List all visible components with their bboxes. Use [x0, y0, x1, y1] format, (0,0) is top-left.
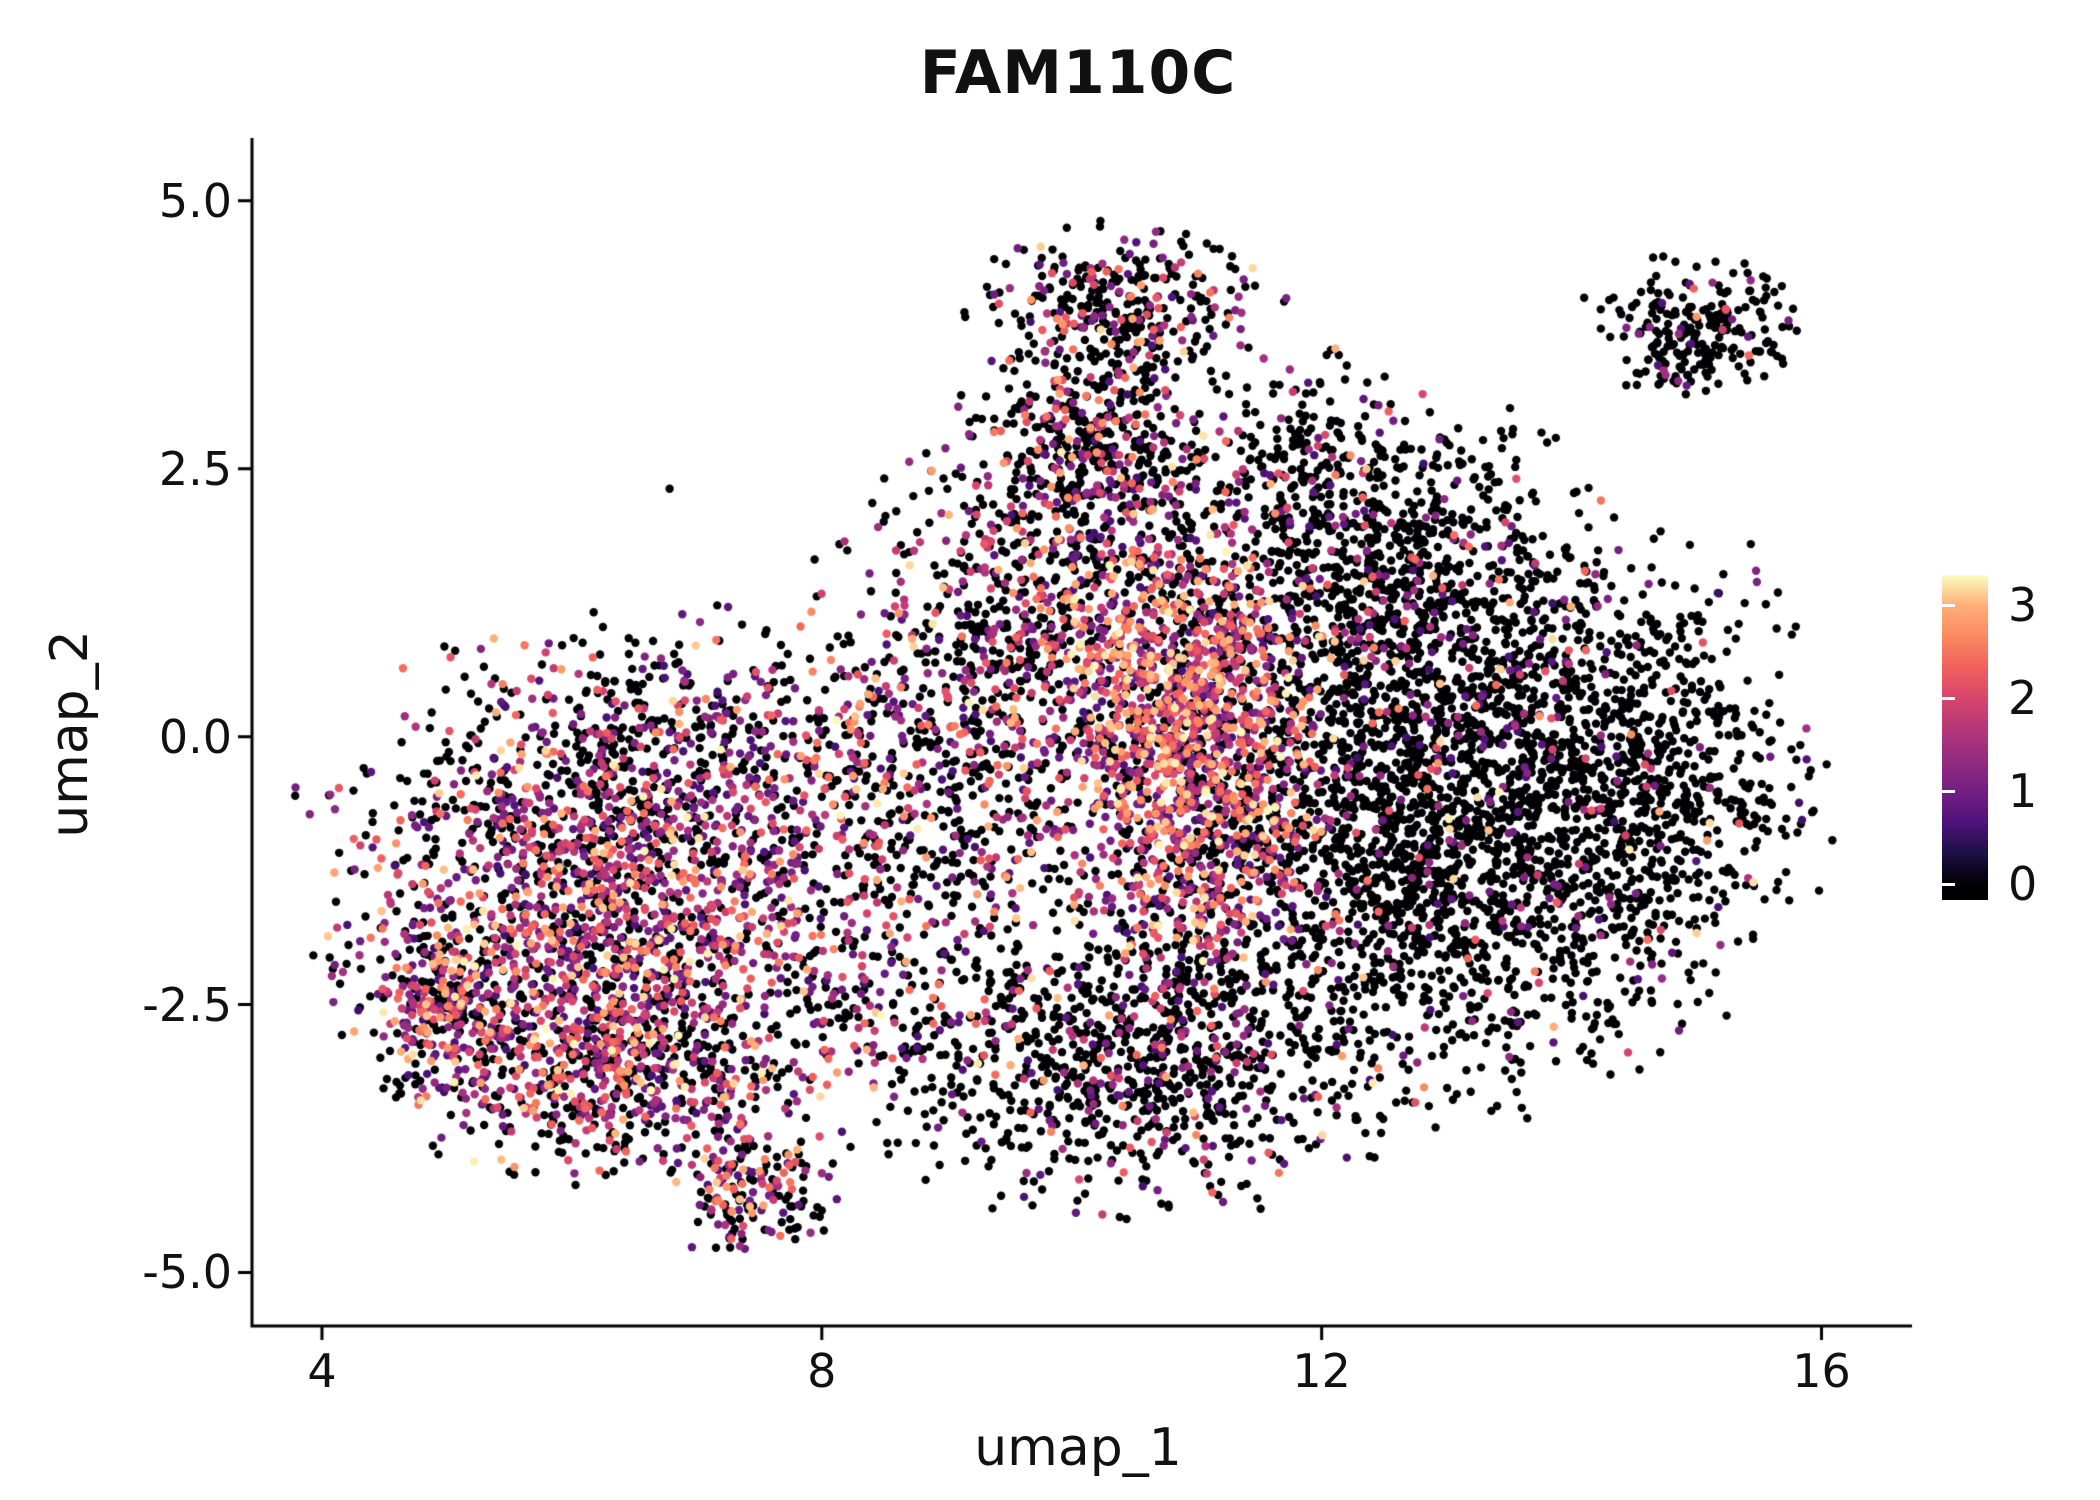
y-tick-label: -5.0 — [142, 1245, 232, 1300]
x-tick-label: 16 — [1792, 1344, 1851, 1398]
colorbar — [1942, 575, 1988, 900]
colorbar-tick-label: 1 — [2008, 764, 2038, 818]
plot-title: FAM110C — [919, 38, 1237, 108]
y-tick-label: 5.0 — [158, 173, 232, 228]
colorbar-tick-label: 0 — [2008, 857, 2038, 911]
y-tick-label: 2.5 — [158, 441, 232, 496]
y-tick-label: 0.0 — [158, 709, 232, 764]
colorbar-tick-label: 3 — [2008, 578, 2038, 632]
colorbar-tick-mark — [1942, 882, 1955, 886]
colorbar-gradient — [1942, 575, 1988, 900]
colorbar-tick-label: 2 — [2008, 671, 2038, 725]
x-tick-label: 8 — [807, 1344, 837, 1398]
x-tick-label: 12 — [1292, 1344, 1351, 1398]
colorbar-tick-mark — [1942, 789, 1955, 793]
x-axis-label: umap_1 — [974, 1418, 1182, 1478]
colorbar-tick-mark — [1942, 603, 1955, 607]
x-tick-label: 4 — [307, 1344, 337, 1398]
y-tick-label: -2.5 — [142, 977, 232, 1032]
colorbar-tick-mark — [1942, 696, 1955, 700]
